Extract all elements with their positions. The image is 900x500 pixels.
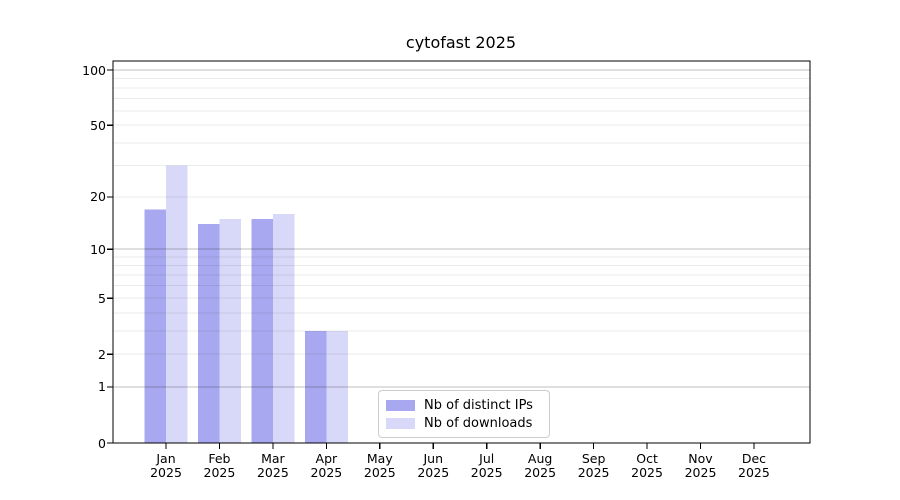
bar-jan-distinct-ips	[144, 209, 166, 443]
bar-apr-downloads	[326, 330, 348, 443]
x-tick-label-aug: Aug 2025	[524, 451, 557, 480]
y-tick-label: 1	[98, 379, 106, 395]
legend-item-downloads: Nb of downloads	[386, 414, 542, 432]
legend-label-downloads: Nb of downloads	[424, 415, 533, 431]
bar-mar-distinct-ips	[251, 218, 273, 443]
bar-feb-downloads	[219, 218, 241, 443]
x-tick-label-jul: Jul 2025	[470, 451, 503, 480]
y-tick-label: 20	[90, 189, 106, 205]
bar-apr-distinct-ips	[304, 330, 327, 443]
x-tick-label-dec: Dec 2025	[738, 451, 770, 480]
bar-jan-downloads	[166, 165, 188, 443]
x-tick-label-feb: Feb 2025	[203, 451, 236, 480]
bar-feb-distinct-ips	[198, 224, 220, 443]
x-tick-label-oct: Oct 2025	[631, 451, 663, 480]
x-tick-label-jun: Jun 2025	[417, 451, 450, 480]
legend-item-distinct-ips: Nb of distinct IPs	[386, 396, 542, 414]
legend-swatch-distinct-ips	[386, 399, 415, 411]
legend-swatch-downloads	[386, 417, 415, 429]
x-tick-label-apr: Apr 2025	[310, 451, 343, 480]
x-tick-label-jan: Jan 2025	[150, 451, 182, 480]
y-tick-label: 0	[98, 435, 106, 451]
legend: Nb of distinct IPs Nb of downloads	[378, 390, 550, 438]
x-tick-label-mar: Mar 2025	[256, 451, 289, 480]
y-tick-label: 5	[98, 290, 106, 306]
x-tick-label-sep: Sep 2025	[577, 451, 610, 480]
bar-mar-downloads	[272, 214, 295, 443]
y-tick-label: 100	[82, 62, 106, 78]
plot-border	[112, 60, 811, 444]
y-tick-label: 2	[98, 346, 106, 362]
legend-label-distinct-ips: Nb of distinct IPs	[424, 397, 533, 413]
x-tick-label-nov: Nov 2025	[684, 451, 717, 480]
y-tick-label: 10	[90, 241, 106, 257]
y-tick-label: 50	[90, 117, 106, 133]
chart-title: cytofast 2025	[405, 33, 517, 52]
x-tick-label-may: May 2025	[363, 451, 396, 480]
